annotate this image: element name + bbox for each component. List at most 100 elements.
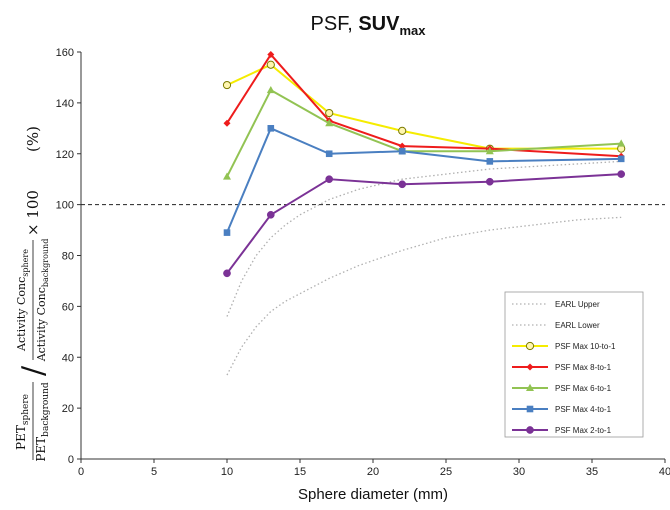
x-tick-label-6: 30 <box>513 466 525 478</box>
ylabel-ac-numerator: Activity Concsphere <box>15 249 30 352</box>
legend-label-0: EARL Upper <box>555 300 600 309</box>
x-tick-label-2: 10 <box>221 466 233 478</box>
x-tick-label-5: 25 <box>440 466 452 478</box>
legend-label-4: PSF Max 6-to-1 <box>555 384 612 393</box>
series-6-point-4 <box>485 177 494 186</box>
legend-item-5: PSF Max 4-to-1 <box>512 405 612 414</box>
x-axis-label: Sphere diameter (mm) <box>298 486 448 503</box>
series-2 <box>222 60 626 153</box>
y-tick-label-0: 0 <box>68 454 74 466</box>
ylabel-pet-den-sub: background <box>41 382 51 437</box>
series-4-point-5 <box>617 139 626 147</box>
legend-item-2: PSF Max 10-to-1 <box>512 341 616 351</box>
chart-title-bold-sub: max <box>399 23 426 38</box>
series-4-point-0 <box>223 172 231 180</box>
legend-label-6: PSF Max 2-to-1 <box>555 426 612 435</box>
legend-marker-2 <box>525 341 535 351</box>
ylabel-pet-den-text: PET <box>34 437 48 462</box>
x-ticks: 0 5 10 15 20 25 30 35 40 <box>78 459 670 478</box>
series-5-point-3 <box>398 147 406 155</box>
legend: EARL Upper EARL Lower PSF Max 10-to-1 PSF M… <box>504 291 644 438</box>
series-6-point-3 <box>398 180 407 189</box>
legend-marker-4 <box>526 383 534 391</box>
legend-item-6: PSF Max 2-to-1 <box>512 426 612 435</box>
series-4-point-2 <box>325 119 334 127</box>
ylabel-ac-denominator: Activity Concbackground <box>35 239 50 363</box>
series-2-point-1 <box>266 60 275 69</box>
series-0 <box>226 160 622 317</box>
series-4-line <box>226 89 622 178</box>
ylabel-unit: (%) <box>24 126 42 152</box>
series-6-point-0 <box>223 269 231 278</box>
y-axis-label: PETsphere PETbackground / Activity Concs… <box>14 126 51 462</box>
ylabel-ac-num-sub: sphere <box>21 249 30 277</box>
y-tick-label-7: 140 <box>56 98 74 110</box>
series-5-point-1 <box>267 125 275 132</box>
legend-item-4: PSF Max 6-to-1 <box>512 383 612 393</box>
legend-label-5: PSF Max 4-to-1 <box>555 405 612 414</box>
ylabel-pet-numerator: PETsphere <box>14 394 31 450</box>
series-6-point-5 <box>617 170 626 178</box>
series-5-point-0 <box>223 229 231 236</box>
series-2-line <box>226 63 622 150</box>
series-6 <box>223 170 626 278</box>
y-ticks: 0 20 40 60 80 100 120 140 160 <box>56 47 81 466</box>
series-1 <box>226 216 622 376</box>
y-tick-label-6: 120 <box>56 149 74 161</box>
series-3-point-1 <box>267 51 275 59</box>
ylabel-times-100: × 100 <box>24 190 42 236</box>
ylabel-slash: / <box>16 365 51 376</box>
y-tick-label-2: 40 <box>62 352 74 364</box>
legend-label-3: PSF Max 8-to-1 <box>555 363 612 372</box>
series-5 <box>223 125 625 236</box>
legend-item-1: EARL Lower <box>512 321 600 330</box>
chart-title: PSF, SUVmax <box>311 13 427 38</box>
y-tick-label-1: 20 <box>62 403 74 415</box>
legend-marker-5 <box>526 405 534 413</box>
y-tick-label-3: 60 <box>62 301 74 313</box>
series-1-line <box>226 216 622 376</box>
chart-title-bold: SUV <box>358 13 400 35</box>
legend-item-3: PSF Max 8-to-1 <box>512 363 612 372</box>
series-0-line <box>226 160 622 317</box>
series-4-point-4 <box>485 147 494 155</box>
ylabel-ac-den-text: Activity Conc <box>35 287 48 362</box>
legend-label-2: PSF Max 10-to-1 <box>555 342 616 351</box>
x-tick-label-0: 0 <box>78 466 84 478</box>
ylabel-ac-den-sub: background <box>41 239 50 287</box>
ylabel-pet-denominator: PETbackground <box>34 382 51 462</box>
series-2-point-2 <box>325 108 334 118</box>
x-tick-label-3: 15 <box>294 466 306 478</box>
legend-marker-3 <box>526 363 534 371</box>
series-5-point-2 <box>325 150 333 158</box>
ylabel-pet-num-text: PET <box>14 425 28 450</box>
series-3 <box>223 51 625 160</box>
x-tick-label-8: 40 <box>659 466 670 478</box>
legend-box <box>504 291 644 438</box>
legend-label-1: EARL Lower <box>555 321 600 330</box>
legend-items: EARL Upper EARL Lower PSF Max 10-to-1 PSF M… <box>512 300 616 435</box>
y-tick-label-8: 160 <box>56 47 74 59</box>
y-tick-label-5: 100 <box>56 200 74 212</box>
x-tick-label-4: 20 <box>367 466 379 478</box>
series-5-line <box>226 127 622 233</box>
legend-item-0: EARL Upper <box>512 300 600 309</box>
legend-marker-6 <box>526 426 534 434</box>
x-tick-label-7: 35 <box>586 466 598 478</box>
series-5-point-4 <box>486 158 494 165</box>
series-layer <box>222 51 626 376</box>
chart-title-plain: PSF, <box>311 13 359 35</box>
ylabel-pet-num-sub: sphere <box>21 394 31 425</box>
series-6-line <box>226 173 622 274</box>
series-3-point-3 <box>398 142 406 150</box>
series-4-point-1 <box>266 85 275 94</box>
ylabel-ac-num-text: Activity Conc <box>15 277 28 352</box>
series-2-point-3 <box>398 126 407 135</box>
series-5-point-5 <box>617 155 625 163</box>
series-3-line <box>226 53 622 158</box>
y-tick-label-4: 80 <box>62 251 74 263</box>
series-6-point-1 <box>266 210 275 219</box>
series-2-point-0 <box>222 80 232 90</box>
series-3-point-0 <box>223 119 231 127</box>
